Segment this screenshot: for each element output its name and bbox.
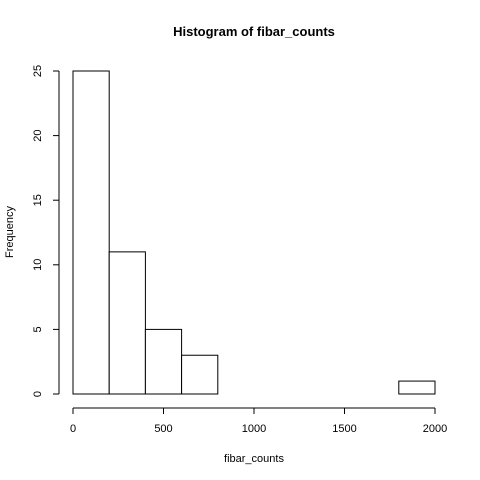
chart-title: Histogram of fibar_counts	[173, 24, 335, 39]
x-tick-label: 2000	[423, 423, 447, 435]
y-tick-label: 15	[32, 194, 44, 206]
x-tick-label: 1500	[332, 423, 356, 435]
x-tick-label: 0	[70, 423, 76, 435]
histogram-bar-0	[72, 70, 110, 395]
y-tick-label: 25	[32, 65, 44, 77]
y-axis-label: Frequency	[4, 206, 16, 258]
histogram-bar-9	[398, 380, 436, 395]
y-tick-label: 0	[32, 391, 44, 397]
y-tick-label: 20	[32, 129, 44, 141]
histogram-bar-2	[144, 328, 183, 395]
histogram-bar-1	[108, 251, 146, 395]
histogram-bar-3	[181, 354, 219, 395]
x-tick-label: 500	[154, 423, 172, 435]
y-axis: 0 5 10 15 20 25	[32, 65, 60, 397]
x-axis: 0 500 1000 1500 2000	[70, 407, 447, 435]
y-tick-label: 5	[32, 326, 44, 332]
bars-group	[72, 70, 436, 395]
y-tick-label: 10	[32, 259, 44, 271]
x-tick-label: 1000	[242, 423, 266, 435]
x-axis-label: fibar_counts	[224, 453, 284, 465]
